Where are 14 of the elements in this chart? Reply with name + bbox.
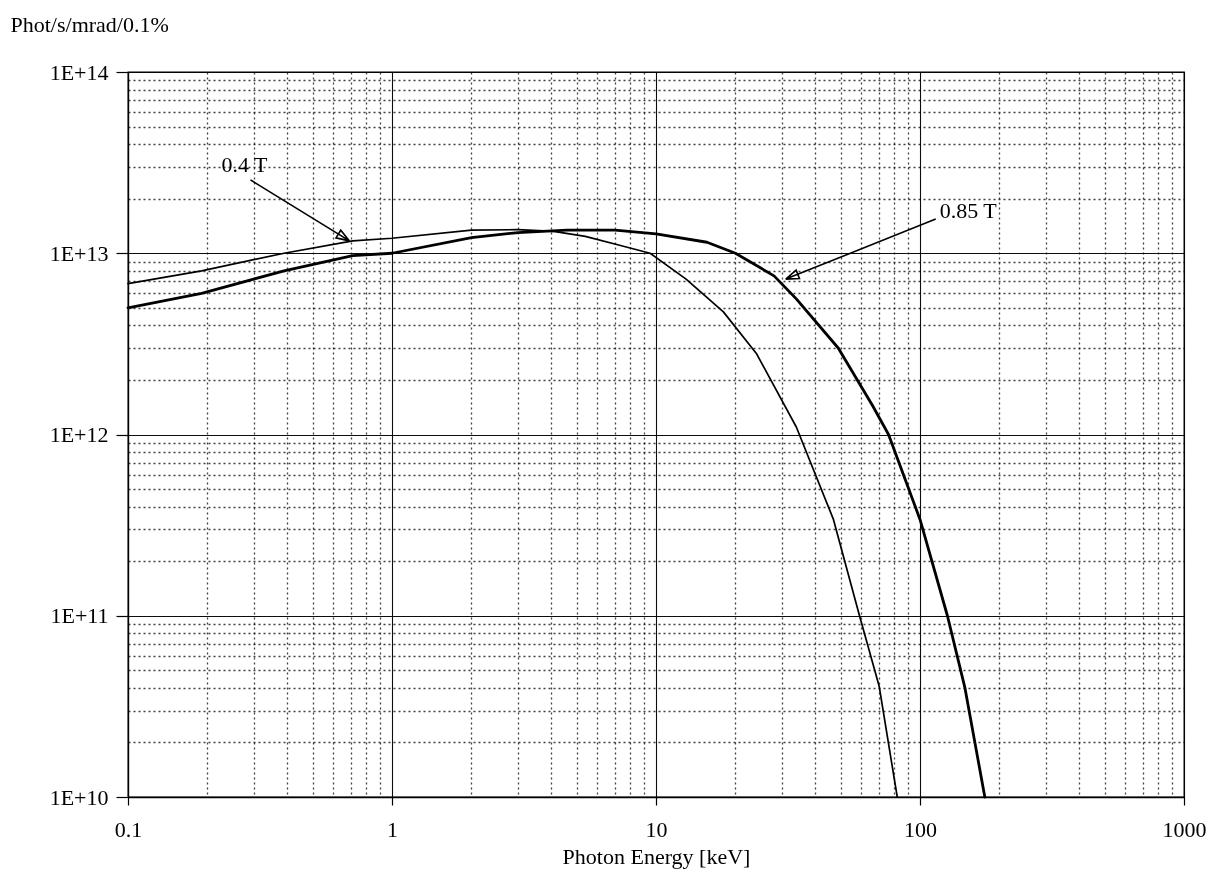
annotation: 0.4 T [221, 151, 269, 177]
y-tick-label: 1E+13 [49, 240, 109, 266]
y-tick-label: 1E+11 [50, 603, 109, 629]
x-tick-label: 0.1 [114, 816, 143, 842]
y-axis-title: Phot/s/mrad/0.1% [10, 11, 169, 37]
y-tick-label: 1E+14 [49, 59, 109, 85]
y-tick-label: 1E+10 [49, 784, 109, 810]
x-tick-label: 1000 [1162, 816, 1207, 842]
x-tick-label: 10 [645, 816, 668, 842]
annotation: 0.85 T [939, 198, 998, 224]
x-axis-title: Photon Energy [keV] [562, 843, 751, 869]
x-tick-label: 1 [387, 816, 398, 842]
y-tick-label: 1E+12 [49, 422, 109, 447]
x-tick-label: 100 [904, 816, 937, 842]
